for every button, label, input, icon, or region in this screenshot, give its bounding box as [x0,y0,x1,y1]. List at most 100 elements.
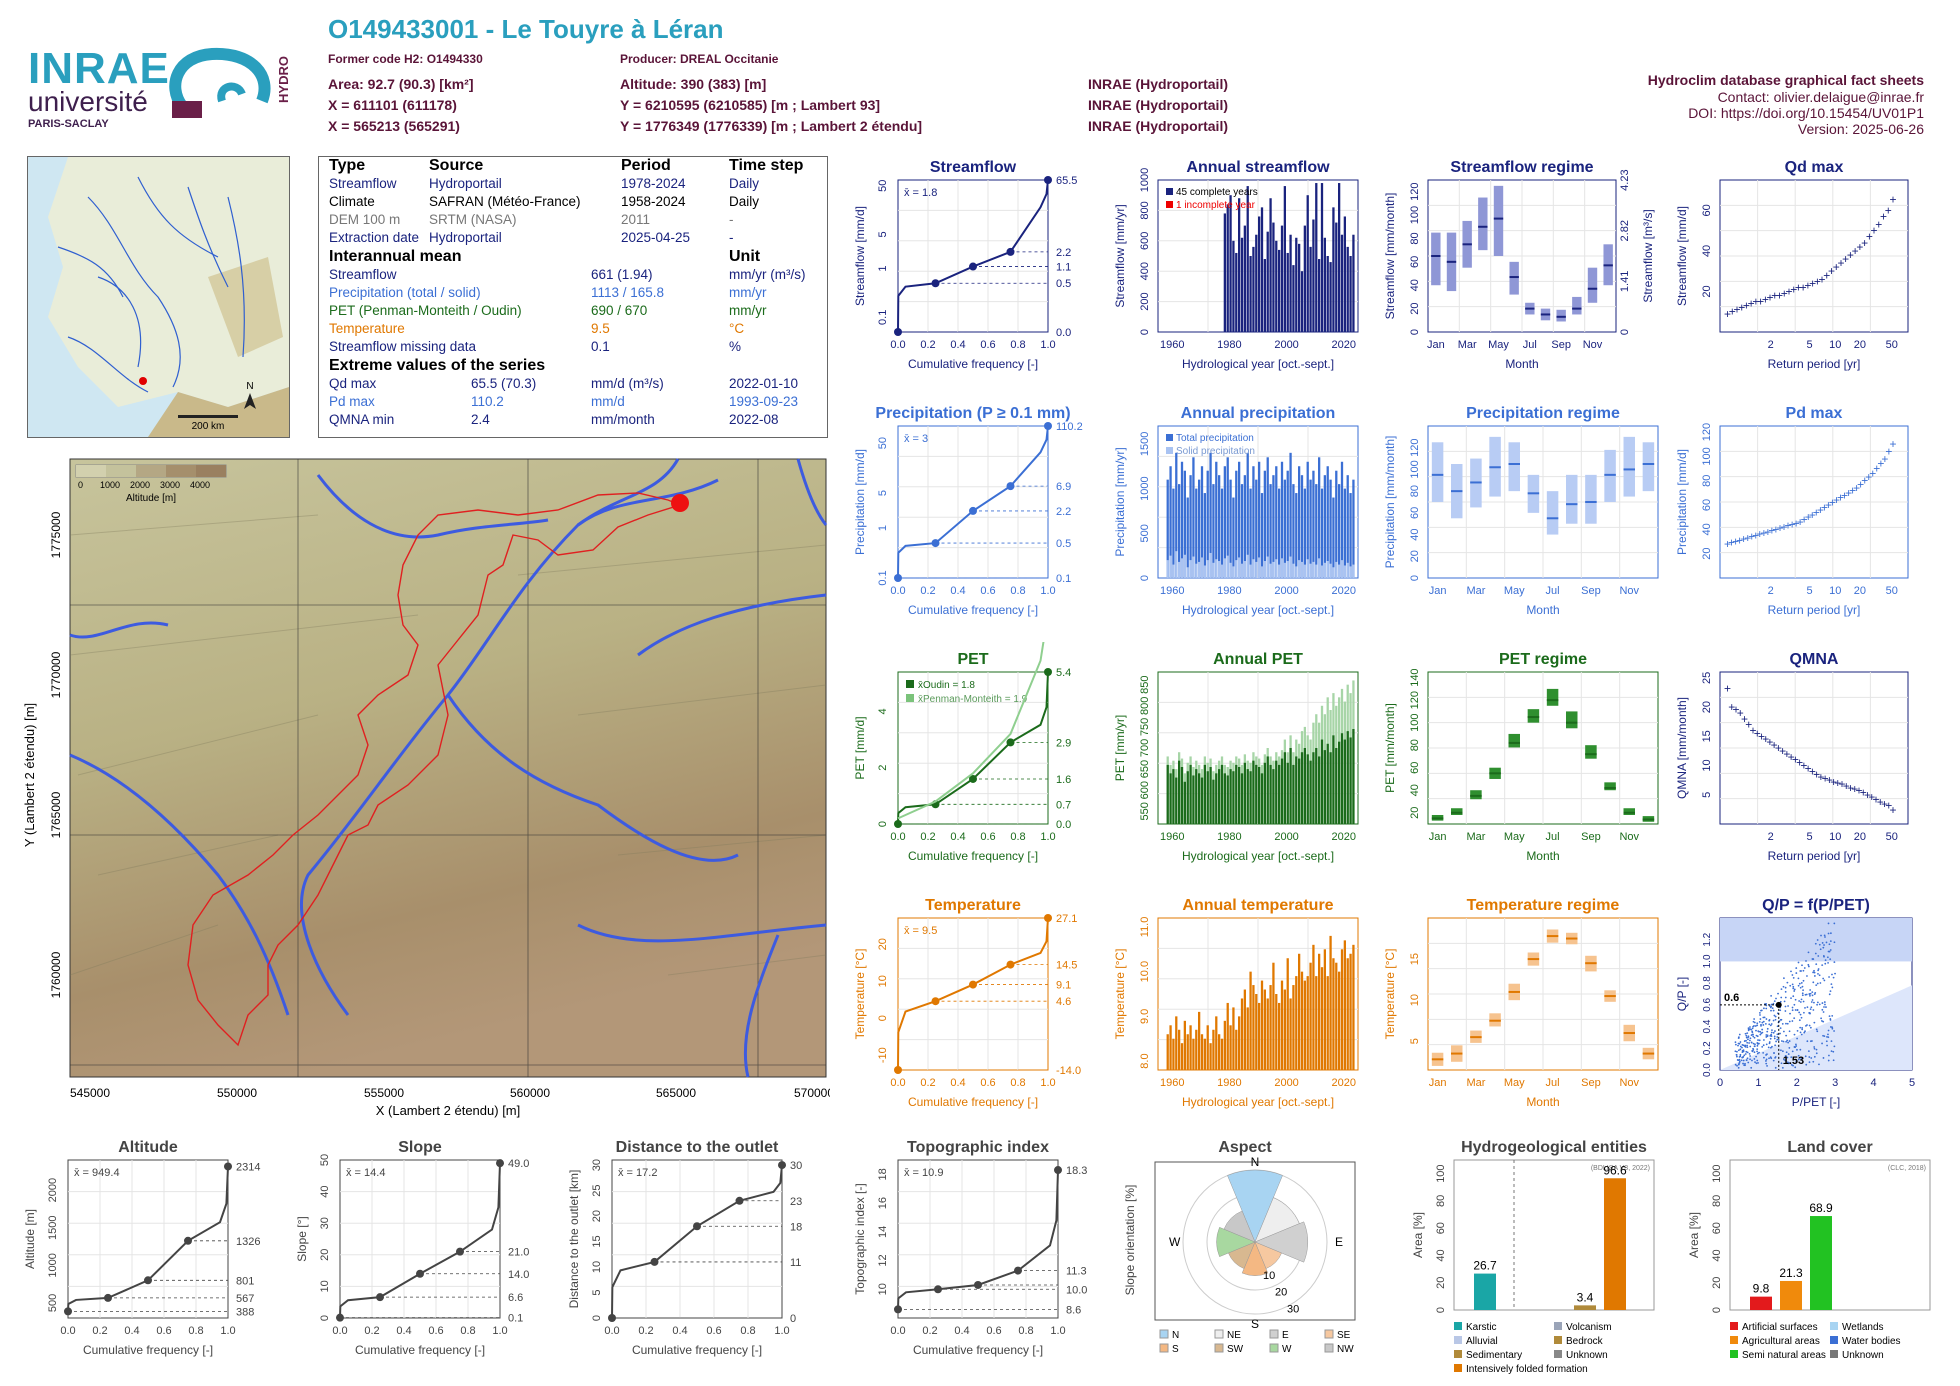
scatter-dot [1816,982,1819,985]
annual-bar [1292,764,1295,824]
x-tick-label: 0.6 [156,1325,171,1337]
scatter-dot [1749,1037,1752,1040]
y-tick-label: 8.0 [1139,1053,1151,1068]
annual-bar [1278,488,1281,578]
x-tick-label: Sep [1551,339,1571,351]
chart-title: Streamflow [930,159,1017,176]
plot-point: + [1845,486,1852,500]
scatter-dot [1800,970,1802,972]
scatter-dot [1755,1062,1758,1065]
compass-s: S [1251,1317,1259,1331]
plot-point: + [1809,508,1816,522]
scatter-dot [1779,1032,1781,1035]
annual-bar [1203,764,1206,824]
plot-point: + [1847,248,1854,262]
scale-label: 200 km [192,421,225,432]
left-tick-label: 1 [877,525,889,531]
area-bar [1810,1216,1832,1310]
plot-point: + [1877,795,1884,809]
scatter-dot [1793,1017,1796,1020]
annual-bar [1300,475,1304,578]
scatter-dot [1753,1045,1756,1048]
y-tick-label: 9.0 [1139,1009,1151,1024]
bar-value-label: 68.9 [1809,1201,1833,1215]
scatter-dot [1817,972,1819,975]
solid-bar [1352,564,1355,578]
y-tick-label: 15 [1701,730,1713,742]
scatter-dot [1776,1033,1779,1036]
annual-bar [1346,731,1349,824]
annual-bar [1346,958,1349,1070]
map-ytick-0: 1760000 [49,951,63,998]
solid-bar [1263,561,1266,578]
scatter-dot [1745,1034,1748,1037]
missing-data-unit: % [729,339,742,354]
x-tick-label: 2020 [1331,585,1355,597]
scatter-dot [1795,972,1798,974]
plot-point: + [1754,726,1761,740]
mean-temp-value: 9.5 [591,321,610,336]
annual-bar [1249,771,1252,824]
solid-bar [1220,564,1224,578]
scatter-dot [1764,1022,1767,1025]
y-axis-label: PET [mm/yr] [1113,715,1127,781]
y-tick-label: 100 [1409,206,1421,224]
x-axis-label: Cumulative frequency [-] [908,1095,1038,1109]
x-tick-label: 0.2 [920,339,935,351]
plot-point: + [1771,289,1778,303]
scatter-dot [1809,1008,1812,1011]
scatter-dot [1777,1038,1780,1041]
altitude-chart: Altitude Cumulative frequency [-] Altitude… [23,1139,260,1357]
scatter-dot [1776,1036,1779,1038]
solid-bar [1178,561,1181,578]
annual-bar [1326,466,1329,578]
compass-n: N [1251,1155,1260,1169]
solid-bar [1206,560,1209,578]
annual-bar [1226,457,1229,578]
solid-bar [1200,557,1204,578]
left-tick-label: 2000 [47,1178,59,1202]
annual-bar [1315,183,1318,332]
row-extraction-date: 2025-04-25 [621,230,691,245]
plot-point: + [1745,718,1752,732]
scatter-dot [1756,1052,1759,1055]
scatter-dot [1818,1063,1820,1066]
scatter-dot [1758,1039,1761,1042]
scatter-dot [1813,1021,1816,1024]
legend-label: S [1172,1344,1179,1355]
row-extraction-step: - [729,230,734,245]
scatter-dot [1793,988,1796,991]
annual-bar [1249,488,1252,578]
plot-point: + [1743,299,1750,313]
scatter-dot [1765,1043,1768,1046]
y-axis-label: QMNA [mm/month] [1675,697,1689,799]
plot-point: + [1851,782,1858,796]
scatter-dot [1735,1054,1738,1056]
annual-bar [1289,998,1292,1070]
scatter-dot [1807,963,1810,966]
x-tick-label: 0.4 [396,1325,411,1337]
scatter-dot [1831,1027,1834,1030]
annual-bar [1232,240,1235,332]
scatter-dot [1746,1051,1749,1054]
right-tick-label: 0 [1619,329,1631,335]
plot-point: + [1809,276,1816,290]
scatter-dot [1833,961,1836,964]
scatter-dot [1750,1034,1753,1037]
legend-swatch [1214,1329,1224,1339]
left-tick-label: 0 [319,1315,331,1321]
y-tick-label: 400 [1139,262,1151,280]
scatter-dot [1763,1039,1765,1041]
annual-bar [1275,760,1278,824]
scatter-dot [1790,1056,1793,1059]
annual-bar [1306,461,1309,578]
annual-bar [1320,739,1324,824]
scatter-dot [1784,986,1787,989]
scatter-dot [1754,1025,1757,1027]
annual-bar [1343,739,1346,824]
plot-point: + [1724,307,1731,321]
x-tick-label: Mar [1466,1077,1485,1089]
legend-swatch [1214,1343,1224,1353]
scatter-dot [1801,1028,1804,1031]
y-tick-label: 40 [1701,245,1713,257]
